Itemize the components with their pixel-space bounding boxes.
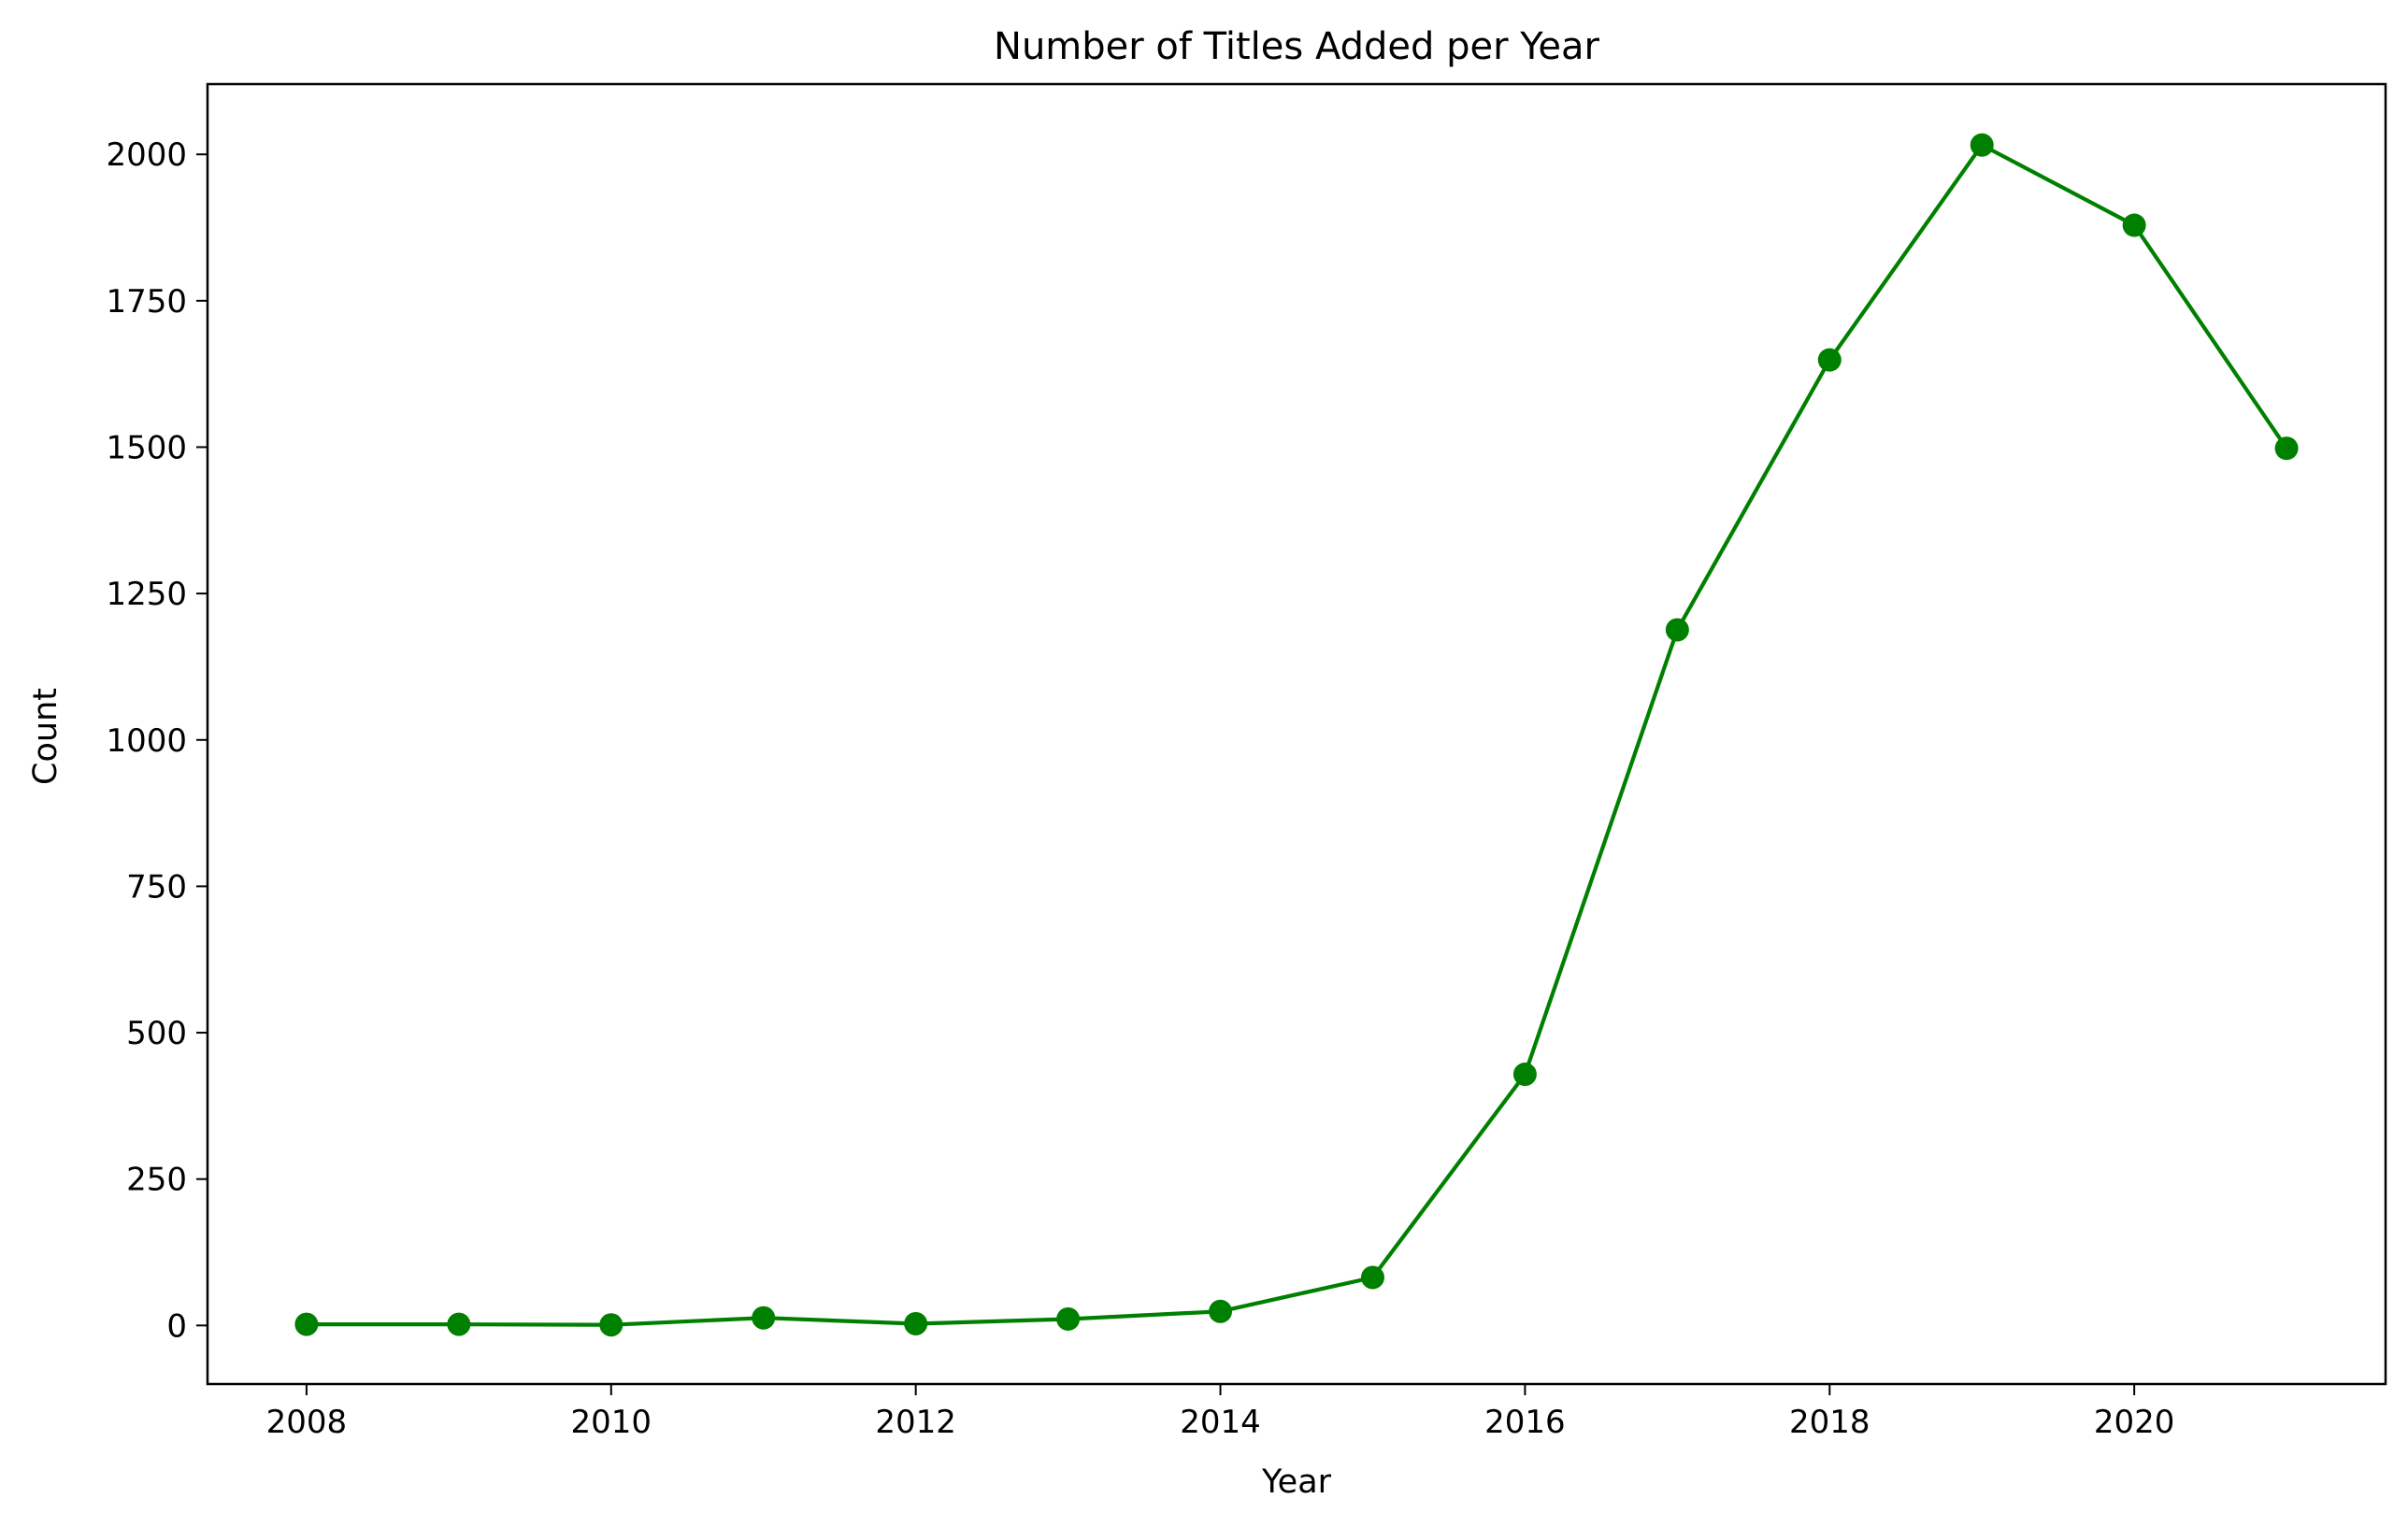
- axes-frame: [206, 82, 2387, 1386]
- y-tick-label: 250: [126, 1162, 187, 1199]
- data-point: [1512, 1063, 1537, 1087]
- x-tick-label: 2008: [266, 1404, 348, 1441]
- series-line: [304, 143, 2290, 1327]
- x-tick-label: 2012: [875, 1404, 956, 1441]
- y-tick-label: 1500: [106, 429, 187, 466]
- chart-title: Number of Titles Added per Year: [994, 25, 1600, 68]
- y-axis-label: Count: [27, 688, 64, 785]
- data-point: [1817, 348, 1842, 372]
- data-point: [904, 1311, 928, 1335]
- data-point: [294, 1312, 319, 1336]
- data-point: [1360, 1265, 1384, 1290]
- x-axis-label: Year: [1261, 1463, 1332, 1501]
- x-tick-label: 2020: [2094, 1404, 2175, 1441]
- y-tick-label: 750: [126, 868, 187, 906]
- plot-area: 2008 2010 2012 2014 2016 2018 2020 0 250 500 750 10…: [106, 133, 2299, 1441]
- y-tick-label: 2000: [106, 136, 187, 174]
- y-tick-label: 0: [166, 1307, 187, 1345]
- x-tick-label: 2014: [1180, 1404, 1261, 1441]
- y-tick-label: 1250: [106, 576, 187, 613]
- x-tick-label: 2010: [571, 1404, 652, 1441]
- x-tick-label: 2016: [1484, 1404, 1566, 1441]
- y-tick-label: 1750: [106, 283, 187, 321]
- data-point: [1665, 618, 1689, 642]
- data-point: [599, 1313, 624, 1337]
- data-point: [447, 1312, 471, 1336]
- data-point: [2122, 213, 2146, 237]
- x-tick-label: 2018: [1789, 1404, 1870, 1441]
- data-point: [1056, 1306, 1081, 1331]
- data-point: [752, 1306, 776, 1330]
- data-point: [1209, 1299, 1233, 1323]
- data-point: [2274, 436, 2299, 461]
- y-tick-label: 500: [126, 1015, 187, 1052]
- y-tick-label: 1000: [106, 722, 187, 760]
- data-point: [1970, 133, 1994, 157]
